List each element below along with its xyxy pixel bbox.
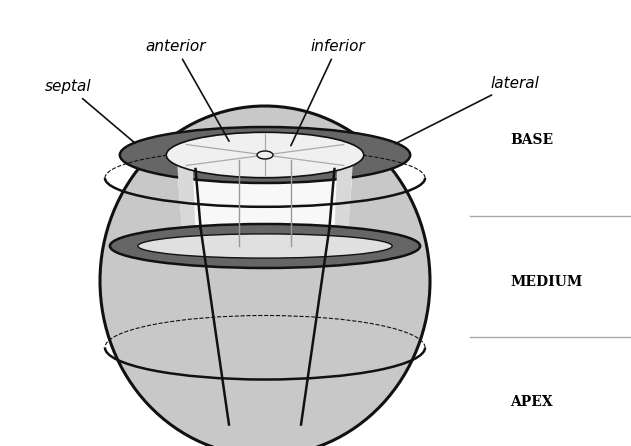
Text: anterior: anterior — [145, 39, 229, 141]
Polygon shape — [176, 155, 354, 246]
Ellipse shape — [100, 106, 430, 446]
Text: septal: septal — [45, 79, 135, 143]
Ellipse shape — [257, 151, 273, 159]
Ellipse shape — [120, 127, 410, 183]
Text: inferior: inferior — [291, 39, 365, 146]
Polygon shape — [334, 150, 354, 246]
Text: lateral: lateral — [395, 76, 539, 144]
Text: BASE: BASE — [510, 133, 553, 147]
Polygon shape — [176, 150, 196, 246]
Ellipse shape — [110, 224, 420, 268]
Ellipse shape — [138, 234, 392, 258]
Text: MEDIUM: MEDIUM — [510, 275, 582, 289]
Text: APEX: APEX — [510, 396, 553, 409]
Ellipse shape — [166, 132, 363, 178]
